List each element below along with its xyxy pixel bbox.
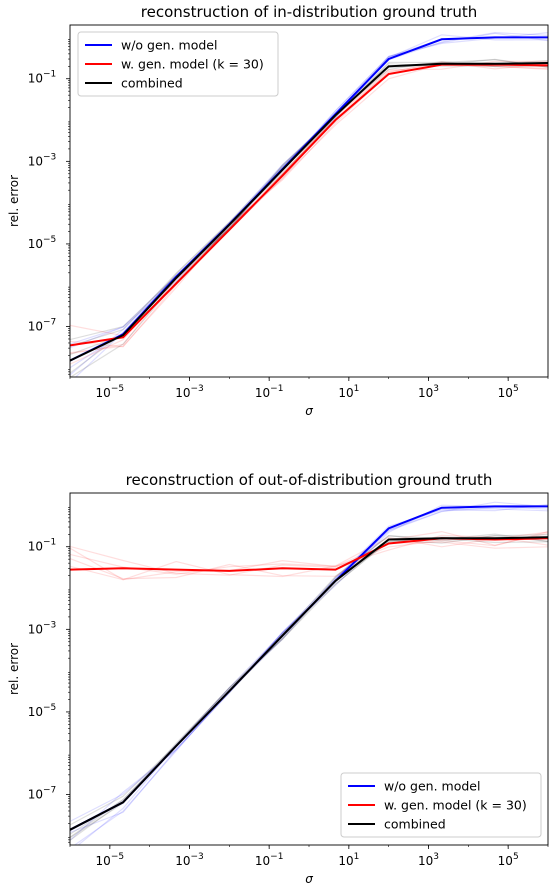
legend: w/o gen. model w. gen. model (k = 30) comb… — [77, 31, 279, 97]
series-trace — [70, 531, 548, 576]
x-axis-label: σ — [305, 404, 313, 418]
legend-box — [77, 31, 279, 97]
x-tick-label: 103 — [418, 384, 439, 400]
legend-entry: w. gen. model (k = 30) — [384, 798, 527, 813]
series-line — [70, 62, 548, 362]
x-tick-label: 105 — [498, 384, 519, 400]
y-tick-label: 10−3 — [28, 620, 57, 636]
series-line — [70, 536, 548, 831]
chart-title: reconstruction of in-distribution ground… — [141, 3, 477, 21]
x-tick-label: 10−1 — [255, 384, 284, 400]
series-trace — [70, 541, 548, 581]
series-trace — [70, 61, 548, 348]
y-axis-label: rel. error — [7, 643, 21, 695]
y-axis-label: rel. error — [7, 175, 21, 227]
series-trace — [70, 32, 548, 349]
x-tick-label: 10−5 — [96, 852, 125, 868]
series-group — [70, 501, 548, 845]
series-trace — [70, 60, 548, 341]
legend-entry: w/o gen. model — [121, 38, 217, 53]
series-trace — [70, 58, 548, 377]
series-trace — [70, 60, 548, 337]
series-trace — [70, 534, 548, 575]
y-tick-label: 10−7 — [28, 786, 57, 802]
series-trace — [70, 508, 548, 822]
x-tick-label: 101 — [338, 384, 359, 400]
y-tick-label: 10−1 — [28, 538, 57, 554]
x-tick-label: 10−3 — [175, 384, 204, 400]
series-trace — [70, 531, 548, 581]
y-tick-label: 10−5 — [28, 703, 57, 719]
series-group — [70, 31, 548, 377]
x-axis-label: σ — [305, 872, 313, 886]
chart-title: reconstruction of out-of-distribution gr… — [126, 471, 493, 489]
plot-frame — [69, 24, 549, 378]
x-tick-label: 10−1 — [255, 852, 284, 868]
legend-entry: w/o gen. model — [384, 779, 480, 794]
x-tick-label: 103 — [418, 852, 439, 868]
legend: w/o gen. model w. gen. model (k = 30) comb… — [340, 772, 542, 838]
x-tick-label: 101 — [338, 852, 359, 868]
legend-entry: w. gen. model (k = 30) — [121, 57, 264, 72]
y-tick-label: 10−7 — [28, 318, 57, 334]
legend-entry: combined — [384, 817, 446, 832]
chart-panel-2: reconstruction of out-of-distribution gr… — [7, 471, 549, 886]
legend-entry: combined — [121, 76, 183, 91]
x-tick-label: 105 — [498, 852, 519, 868]
y-tick-label: 10−3 — [28, 152, 57, 168]
y-tick-label: 10−1 — [28, 70, 57, 86]
series-line — [70, 63, 548, 347]
chart-panel-1: reconstruction of in-distribution ground… — [7, 3, 549, 418]
legend-box — [340, 772, 542, 838]
y-tick-label: 10−5 — [28, 235, 57, 251]
x-tick-label: 10−5 — [96, 384, 125, 400]
series-trace — [70, 60, 548, 347]
x-tick-label: 10−3 — [175, 852, 204, 868]
plot-frame — [69, 492, 549, 846]
